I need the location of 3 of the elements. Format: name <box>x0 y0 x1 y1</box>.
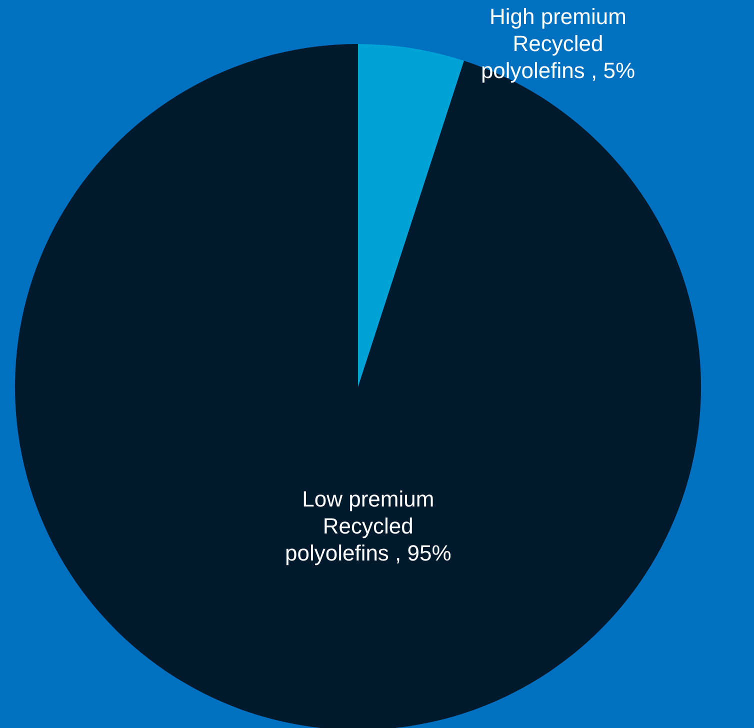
pie-slice <box>358 44 464 387</box>
slice-label: Low premium Recycled polyolefins , 95% <box>284 486 452 566</box>
slice-label: High premium Recycled polyolefins , 5% <box>480 4 636 83</box>
